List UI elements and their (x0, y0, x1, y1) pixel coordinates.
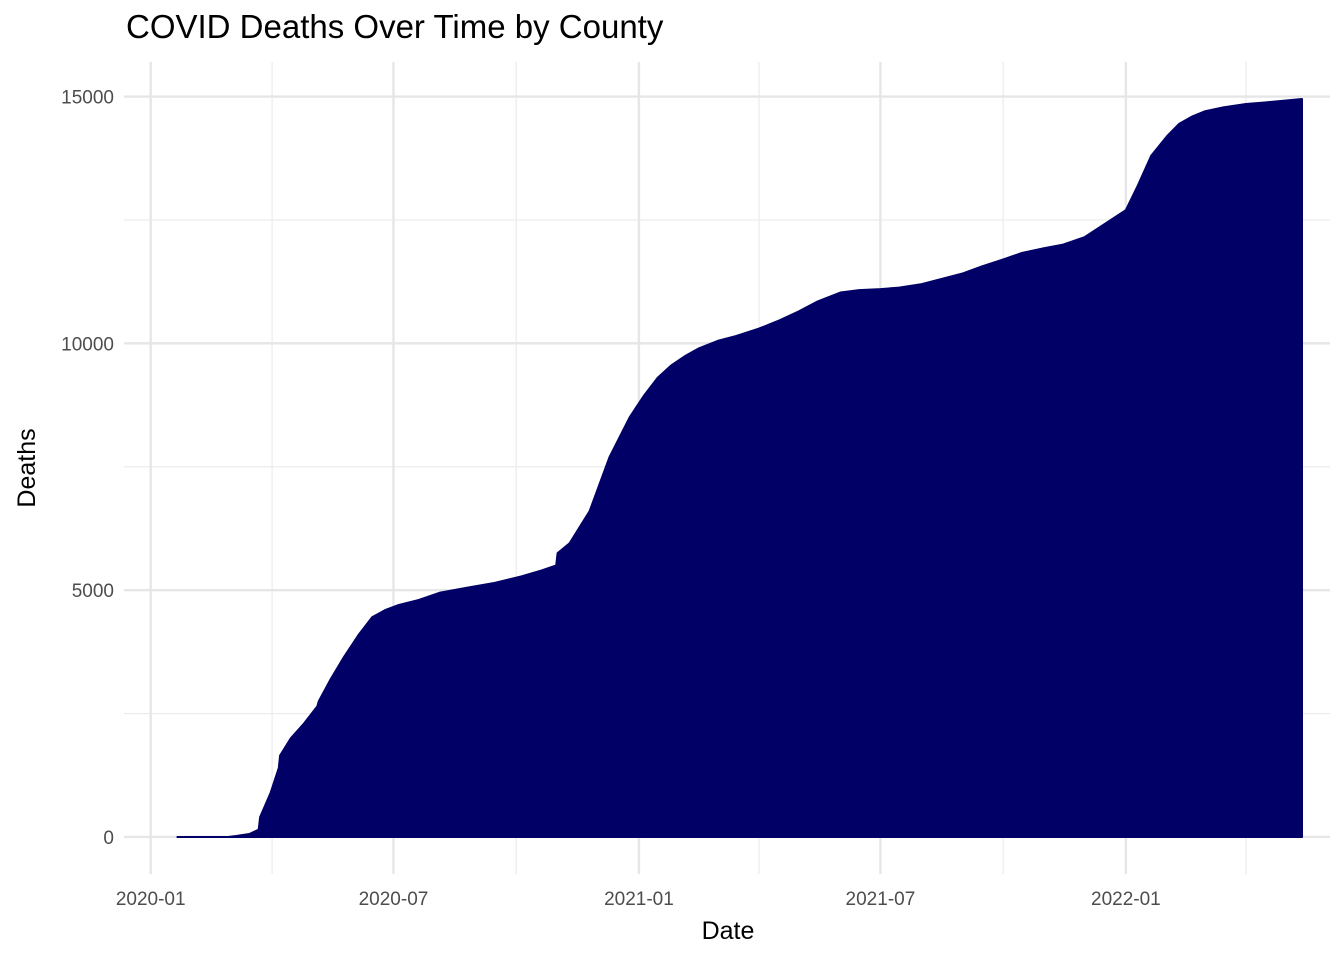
x-tick-label: 2020-01 (116, 889, 186, 910)
x-tick-label: 2021-01 (604, 889, 674, 910)
x-tick-label: 2022-01 (1091, 889, 1161, 910)
y-axis-tick-labels: 0 5000 10000 15000 (61, 88, 114, 849)
x-axis-title: Date (702, 917, 755, 945)
y-tick-label: 5000 (72, 581, 114, 602)
y-tick-label: 15000 (61, 88, 114, 109)
y-tick-label: 10000 (61, 334, 114, 355)
x-tick-label: 2020-07 (359, 889, 429, 910)
y-axis-title: Deaths (13, 428, 41, 507)
y-tick-label: 0 (103, 828, 114, 849)
chart-title: COVID Deaths Over Time by County (126, 8, 664, 45)
x-axis-tick-labels: 2020-01 2020-07 2021-01 2021-07 2022-01 (116, 889, 1161, 910)
plot-area (176, 98, 1303, 838)
deaths-area (176, 98, 1303, 838)
x-tick-label: 2021-07 (846, 889, 916, 910)
